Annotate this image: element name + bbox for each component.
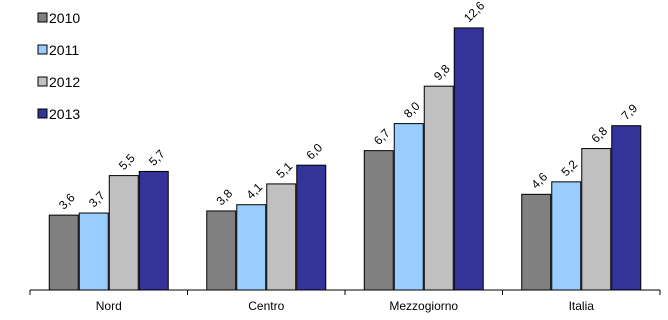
bar-2012-italia (581, 148, 612, 291)
legend-label-2010: 2010 (49, 10, 80, 26)
data-label-2012-mezzogiorno: 9,8 (431, 61, 453, 83)
bar-2011-centro (236, 204, 267, 291)
category-label-nord: Nord (96, 299, 122, 313)
data-label-2011-italia: 5,2 (558, 157, 580, 179)
category-label-italia: Italia (569, 299, 595, 313)
data-label-2013-centro: 6,0 (303, 140, 325, 162)
legend-swatch-2010 (37, 12, 48, 23)
category-label-centro: Centro (248, 299, 284, 313)
legend-swatch-2013 (37, 108, 48, 119)
data-label-2011-nord: 3,7 (86, 188, 108, 210)
bar-2010-italia (521, 193, 552, 291)
data-label-2013-nord: 5,7 (146, 147, 168, 169)
x-axis: Nord Centro Mezzogiorno Italia (29, 289, 661, 313)
legend-label-2011: 2011 (49, 42, 79, 58)
bar-2010-nord (48, 214, 79, 291)
legend-swatch-2012 (37, 76, 48, 87)
category-label-mezzogiorno: Mezzogiorno (389, 299, 458, 313)
bar-2011-nord (78, 212, 109, 291)
bar-2010-mezzogiorno (363, 150, 394, 291)
bar-2011-italia (551, 181, 582, 291)
data-label-2013-italia: 7,9 (618, 101, 640, 123)
bar-2013-mezzogiorno (453, 27, 484, 291)
bar-2012-mezzogiorno (423, 85, 454, 291)
legend: 2010 2011 2012 2013 (37, 10, 80, 122)
data-label-2010-mezzogiorno: 6,7 (371, 126, 393, 148)
data-label-2010-italia: 4,6 (528, 170, 550, 192)
bars (48, 27, 642, 291)
bar-2011-mezzogiorno (393, 123, 424, 291)
bar-2013-nord (138, 170, 169, 291)
bar-2010-centro (206, 210, 237, 291)
data-label-2010-nord: 3,6 (56, 190, 78, 212)
data-label-2012-italia: 6,8 (588, 124, 610, 146)
data-label-2012-nord: 5,5 (116, 151, 138, 173)
data-label-2011-mezzogiorno: 8,0 (401, 99, 423, 121)
legend-swatch-2011 (37, 44, 48, 55)
data-label-2012-centro: 5,1 (273, 159, 295, 181)
data-label-2010-centro: 3,8 (213, 186, 235, 208)
data-label-2013-mezzogiorno: 12,6 (461, 0, 488, 25)
legend-label-2013: 2013 (49, 106, 80, 122)
bar-2012-nord (108, 175, 139, 291)
bar-2013-centro (296, 164, 327, 291)
bar-2012-centro (266, 183, 297, 291)
legend-label-2012: 2012 (49, 74, 80, 90)
bar-2013-italia (611, 125, 642, 291)
data-label-2011-centro: 4,1 (243, 180, 265, 202)
